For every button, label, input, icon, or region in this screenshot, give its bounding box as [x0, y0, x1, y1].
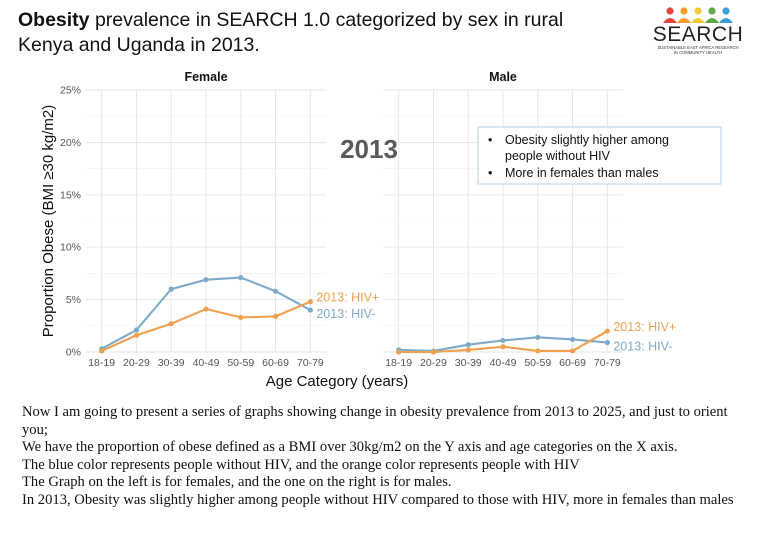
panel-title: Male: [489, 70, 517, 84]
panel-male: Male 18-19 20-29 30-39 40-49 50-59 60-69 70-79 2…: [383, 70, 676, 369]
data-point: [535, 334, 541, 340]
search-logo: SEARCH SUSTAINABLE EAST AFRICA RESEARCH …: [653, 7, 744, 55]
panel-title: Female: [184, 70, 227, 84]
data-point: [133, 332, 140, 338]
bullet-icon: •: [488, 133, 492, 147]
series-end-label: 2013: HIV-: [316, 307, 375, 321]
y-tick-label: 25%: [60, 85, 81, 97]
series-end-label: 2013: HIV+: [316, 291, 379, 305]
data-point: [272, 288, 279, 294]
data-point: [500, 344, 506, 350]
data-point: [604, 339, 610, 346]
y-tick-label: 20%: [60, 137, 81, 149]
logo-tagline-1: SUSTAINABLE EAST AFRICA RESEARCH: [657, 45, 738, 50]
x-tick-label: 50-59: [227, 357, 254, 369]
title-rest: prevalence in SEARCH 1.0 categorized by …: [18, 9, 564, 56]
x-axis-title: Age Category (years): [266, 373, 409, 390]
annotation-text: More in females than males: [505, 166, 659, 180]
data-point: [203, 277, 209, 283]
series-end-label: 2013: HIV+: [613, 320, 676, 334]
year-label: 2013: [340, 134, 398, 164]
speaker-notes: Now I am going to present a series of gr…: [22, 404, 742, 510]
bullet-icon: •: [488, 166, 492, 180]
x-tick-label: 60-69: [559, 357, 586, 369]
data-point: [535, 348, 541, 354]
x-tick-label: 20-29: [420, 357, 447, 369]
data-point: [238, 314, 244, 321]
logo-person-body: [705, 18, 719, 23]
x-tick-label: 18-19: [88, 357, 115, 369]
note-line: We have the proportion of obese defined …: [22, 439, 678, 456]
data-point: [396, 349, 402, 355]
title-bold: Obesity: [18, 9, 90, 31]
data-point: [569, 336, 576, 343]
data-point: [133, 327, 140, 333]
x-tick-label: 70-79: [594, 357, 621, 369]
y-tick-label: 5%: [66, 294, 81, 306]
slide-title: Obesity prevalence in SEARCH 1.0 categor…: [18, 8, 618, 58]
x-tick-label: 18-19: [385, 357, 412, 369]
data-point: [430, 349, 437, 355]
data-point: [168, 321, 174, 327]
panel-female: Female 0% 5% 10% 15% 20% 25% 18-19 20-29 30-39 40-…: [60, 70, 379, 369]
logo-person-body: [663, 18, 677, 23]
y-axis-title: Proportion Obese (BMI ≥30 kg/m2): [40, 105, 57, 338]
x-tick-label: 70-79: [297, 357, 324, 369]
annotation-text: people without HIV: [505, 149, 611, 163]
data-point: [307, 299, 313, 305]
annotation-text: Obesity slightly higher among: [505, 133, 669, 147]
x-tick-label: 20-29: [123, 357, 150, 369]
data-point: [307, 307, 313, 313]
series-end-label: 2013: HIV-: [613, 340, 672, 354]
logo-name: SEARCH: [653, 23, 744, 46]
data-point: [500, 337, 506, 344]
obesity-line-chart: Female 0% 5% 10% 15% 20% 25% 18-19 20-29 30-39 40-…: [40, 70, 722, 390]
data-point: [203, 306, 209, 312]
logo-person-body: [677, 18, 691, 23]
data-point: [604, 328, 610, 334]
logo-tagline-2: IN COMMUNITY HEALTH: [674, 50, 722, 55]
logo-person-head: [708, 7, 716, 15]
y-tick-label: 0%: [66, 347, 81, 359]
logo-person-head: [694, 7, 702, 15]
y-tick-label: 10%: [60, 242, 81, 254]
data-point: [465, 342, 471, 348]
annotation-box-frame: [477, 126, 722, 185]
x-tick-label: 40-49: [490, 357, 517, 369]
data-point: [238, 274, 244, 281]
logo-person-head: [680, 7, 688, 15]
data-point: [99, 348, 105, 354]
logo-person-head: [666, 7, 674, 15]
logo-person-head: [722, 7, 730, 15]
data-point: [569, 348, 576, 354]
note-line: The blue color represents people without…: [22, 456, 580, 473]
note-line: Now I am going to present a series of gr…: [22, 404, 728, 438]
note-line: The Graph on the left is for females, an…: [22, 474, 452, 491]
logo-people-icon: [663, 7, 733, 23]
data-point: [272, 313, 279, 319]
x-tick-label: 60-69: [262, 357, 289, 369]
annotation-box: • Obesity slightly higher among people wit…: [477, 126, 722, 185]
x-tick-label: 30-39: [455, 357, 482, 369]
logo-person-body: [719, 18, 733, 23]
note-line: In 2013, Obesity was slightly higher amo…: [22, 491, 734, 508]
logo-person-body: [691, 18, 705, 23]
x-tick-label: 50-59: [524, 357, 551, 369]
x-tick-label: 30-39: [158, 357, 185, 369]
data-point: [465, 347, 471, 353]
data-point: [168, 286, 174, 292]
y-tick-label: 15%: [60, 189, 81, 201]
x-tick-label: 40-49: [193, 357, 220, 369]
